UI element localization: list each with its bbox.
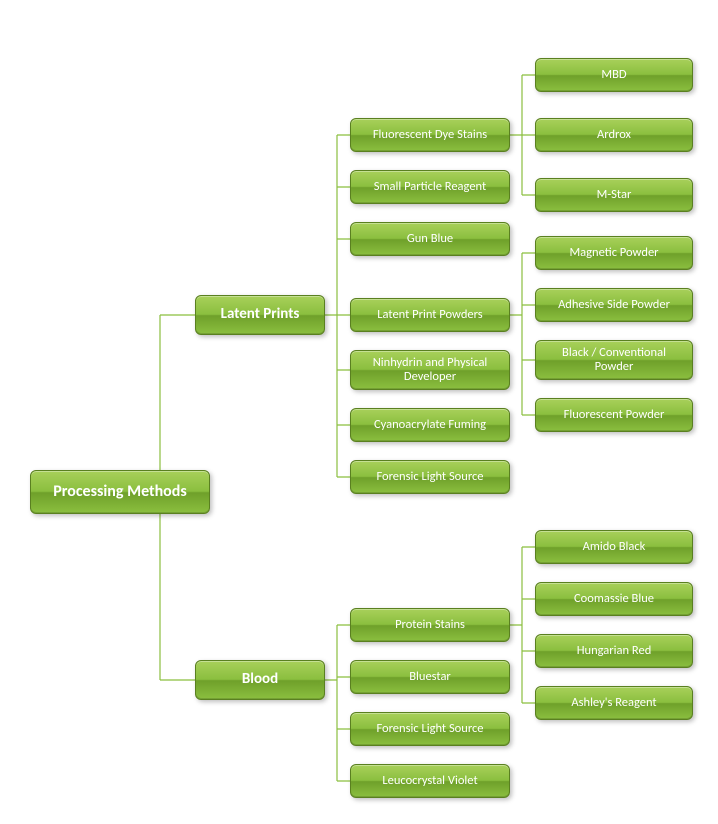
node-fds: Fluorescent Dye Stains xyxy=(350,118,510,152)
node-ar: Ashley's Reagent xyxy=(535,686,693,720)
node-lpp: Latent Print Powders xyxy=(350,298,510,332)
node-root: Processing Methods xyxy=(30,470,210,514)
node-fls2: Forensic Light Source xyxy=(350,712,510,746)
node-spr: Small Particle Reagent xyxy=(350,170,510,204)
node-ps: Protein Stains xyxy=(350,608,510,642)
node-latent: Latent Prints xyxy=(195,295,325,335)
node-npd: Ninhydrin and Physical Developer xyxy=(350,350,510,390)
node-blood: Blood xyxy=(195,660,325,700)
node-bcp: Black / Conventional Powder xyxy=(535,340,693,380)
node-ardrox: Ardrox xyxy=(535,118,693,152)
node-ab: Amido Black xyxy=(535,530,693,564)
node-mp: Magnetic Powder xyxy=(535,236,693,270)
node-fp: Fluorescent Powder xyxy=(535,398,693,432)
node-mstar: M-Star xyxy=(535,178,693,212)
node-asp: Adhesive Side Powder xyxy=(535,288,693,322)
node-hr: Hungarian Red xyxy=(535,634,693,668)
node-mbd: MBD xyxy=(535,58,693,92)
node-lv: Leucocrystal Violet xyxy=(350,764,510,798)
node-cf: Cyanoacrylate Fuming xyxy=(350,408,510,442)
node-bs: Bluestar xyxy=(350,660,510,694)
node-gb: Gun Blue xyxy=(350,222,510,256)
node-cb: Coomassie Blue xyxy=(535,582,693,616)
node-fls1: Forensic Light Source xyxy=(350,460,510,494)
